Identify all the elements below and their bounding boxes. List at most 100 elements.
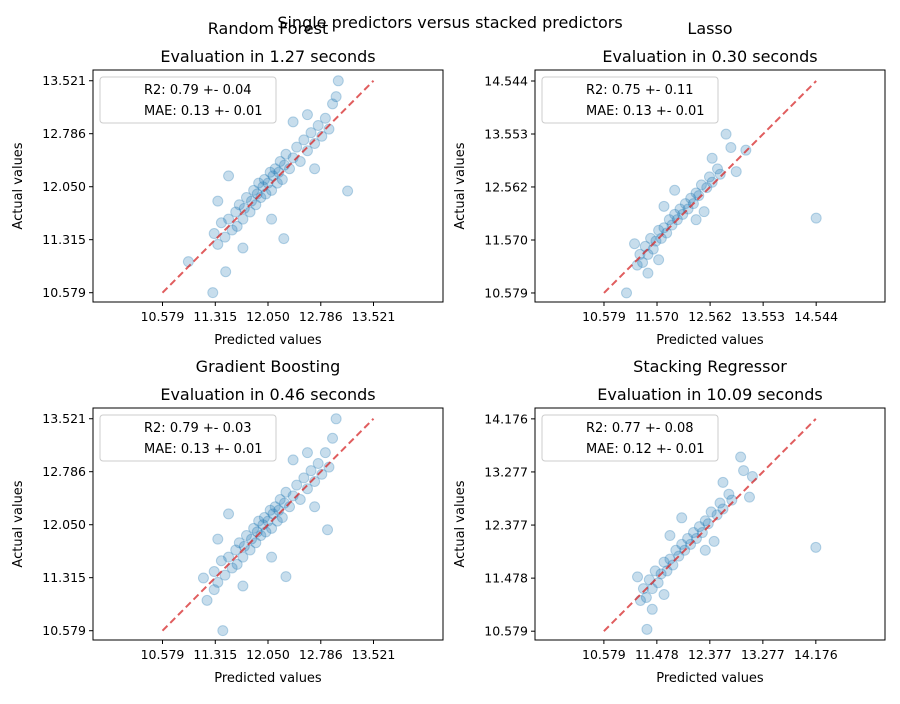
scatter-point [233, 199, 245, 211]
scatter-point [276, 512, 288, 524]
scatter-point [240, 192, 252, 204]
x-tick-label: 12.050 [246, 647, 290, 662]
scatter-point [215, 217, 227, 229]
y-tick-label: 12.377 [484, 518, 528, 533]
scatter-point [287, 116, 299, 128]
scatter-point [743, 491, 755, 503]
scatter-point [248, 184, 260, 196]
scatter-point [312, 119, 324, 131]
y-tick-label: 11.478 [484, 571, 528, 586]
y-tick-label: 10.579 [42, 623, 86, 638]
x-tick-label: 11.315 [193, 309, 237, 324]
scatter-point [706, 152, 718, 164]
scatter-point [274, 156, 286, 168]
scatter-point [693, 521, 705, 533]
legend: R2: 0.77 +- 0.08 MAE: 0.12 +- 0.01 [541, 414, 719, 462]
scatter-point [322, 524, 334, 536]
x-tick-label: 14.176 [794, 647, 838, 662]
scatter-point [693, 190, 705, 202]
scatter-point [298, 134, 310, 146]
scatter-point [645, 232, 657, 244]
x-tick-label: 10.579 [141, 309, 185, 324]
legend-entry: R2: 0.79 +- 0.03 [144, 421, 252, 436]
scatter-point [319, 112, 331, 124]
scatter-point [266, 551, 278, 563]
scatter-point [258, 174, 270, 186]
legend-box [541, 414, 719, 462]
scatter-point [725, 142, 737, 154]
x-axis-label: Predicted values [214, 333, 322, 348]
x-tick-label: 12.786 [299, 309, 343, 324]
scatter-point [238, 202, 250, 214]
scatter-point [658, 589, 670, 601]
scatter-point [723, 488, 735, 500]
scatter-point [258, 512, 270, 524]
scatter-point [280, 571, 292, 583]
y-tick-label: 12.786 [42, 126, 86, 141]
y-tick-label: 13.521 [42, 73, 86, 88]
subplot-subtitle: Evaluation in 10.09 seconds [597, 385, 822, 404]
scatter-point [223, 170, 235, 182]
legend-box [541, 76, 719, 124]
scatter-point [330, 91, 342, 103]
scatter-points [632, 451, 822, 635]
scatter-point [720, 128, 732, 140]
scatter-point [332, 75, 344, 87]
scatter-point [269, 501, 281, 513]
scatter-point [670, 544, 682, 556]
x-tick-label: 13.521 [352, 647, 396, 662]
scatter-point [646, 603, 658, 615]
scatter-point [230, 206, 242, 218]
y-axis-label: Actual values [11, 142, 26, 229]
scatter-point [632, 571, 644, 583]
reference-line [603, 418, 817, 632]
subplot-title: Random Forest [208, 19, 328, 38]
scatter-points [621, 128, 822, 299]
scatter-point [269, 163, 281, 175]
scatter-point [244, 544, 256, 556]
scatter-point [698, 206, 710, 218]
y-tick-label: 12.050 [42, 517, 86, 532]
scatter-point [679, 198, 691, 210]
scatter-point [706, 176, 718, 188]
scatter-point [637, 256, 649, 268]
scatter-point [274, 494, 286, 506]
scatter-point [637, 583, 649, 595]
scatter-point [640, 591, 652, 603]
scatter-point [641, 623, 653, 635]
scatter-point [726, 494, 738, 506]
scatter-point [714, 168, 726, 180]
subplot-1: Random Forest Evaluation in 1.27 seconds 1… [11, 19, 444, 348]
scatter-point [231, 220, 243, 232]
legend-entry: MAE: 0.13 +- 0.01 [586, 104, 705, 119]
scatter-point [215, 555, 227, 567]
scatter-point [690, 214, 702, 226]
scatter-point [280, 148, 292, 160]
scatter-point [305, 127, 317, 139]
legend-entry: R2: 0.75 +- 0.11 [586, 83, 694, 98]
scatter-point [182, 256, 194, 268]
scatter-point [342, 185, 354, 197]
legend-entry: R2: 0.79 +- 0.04 [144, 83, 252, 98]
scatter-point [327, 98, 339, 110]
scatter-point [301, 447, 313, 459]
legend-entry: MAE: 0.12 +- 0.01 [586, 442, 705, 457]
x-tick-label: 10.579 [582, 309, 626, 324]
y-tick-label: 13.277 [484, 464, 528, 479]
scatter-point [682, 532, 694, 544]
scatter-point [717, 476, 729, 488]
subplot-4: Stacking Regressor Evaluation in 10.09 se… [453, 357, 886, 686]
scatter-point [661, 227, 673, 239]
scatter-point [291, 479, 303, 491]
x-tick-label: 13.553 [741, 309, 785, 324]
scatter-point [810, 541, 822, 553]
y-axis-label: Actual values [453, 480, 468, 567]
scatter-point [219, 569, 231, 581]
scatter-point [699, 544, 711, 556]
y-tick-label: 11.570 [484, 232, 528, 247]
scatter-point [207, 287, 219, 299]
y-axis-label: Actual values [11, 480, 26, 567]
scatter-point [655, 232, 667, 244]
reference-line [603, 80, 817, 294]
scatter-point [248, 522, 260, 534]
